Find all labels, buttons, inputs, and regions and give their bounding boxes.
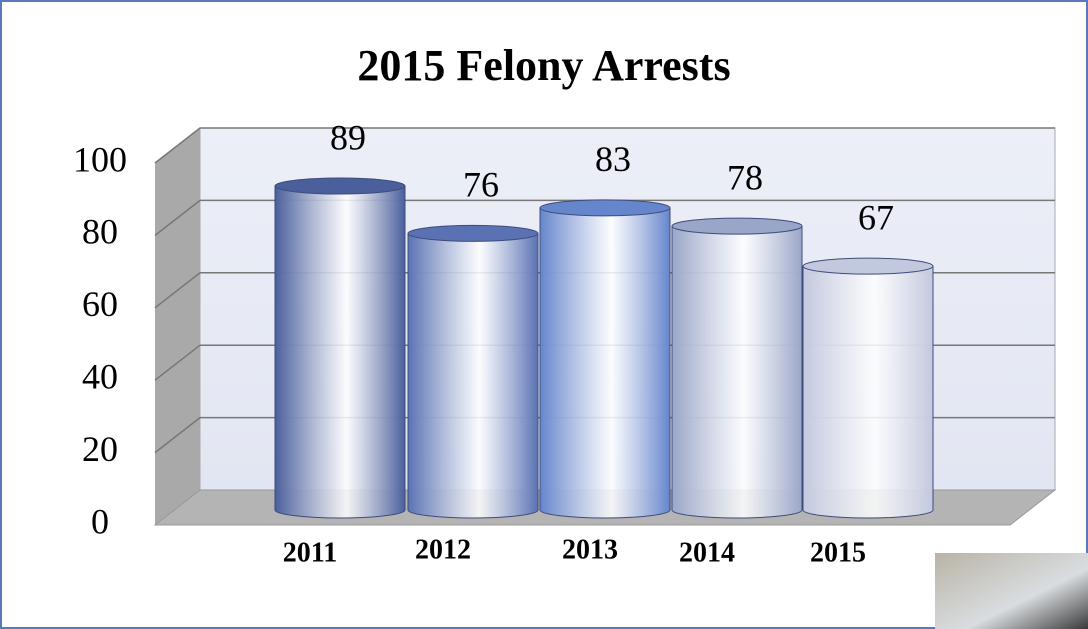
- value-label: 83: [595, 139, 631, 179]
- chart-title: 2015 Felony Arrests: [357, 41, 730, 90]
- bar-top: [274, 177, 406, 195]
- y-tick-label: 0: [91, 501, 109, 541]
- bar: [407, 232, 539, 519]
- y-tick-label: 100: [73, 139, 127, 179]
- y-tick-label: 20: [82, 429, 118, 469]
- bar: [274, 185, 406, 519]
- x-tick-label: 2013: [562, 534, 618, 565]
- bar: [802, 265, 934, 519]
- bar-top: [539, 199, 671, 217]
- value-label: 78: [727, 157, 763, 197]
- x-tick-label: 2014: [679, 537, 735, 568]
- grid-line: [154, 199, 1055, 236]
- x-tick-label: 2012: [415, 534, 471, 565]
- bar: [671, 225, 803, 519]
- value-label: 67: [858, 197, 894, 237]
- grid-line: [154, 127, 1055, 164]
- bar-top: [802, 257, 934, 275]
- y-tick-label: 40: [82, 356, 118, 396]
- x-tick-label: 2011: [283, 537, 337, 568]
- bar-top: [407, 224, 539, 242]
- y-tick-label: 60: [82, 284, 118, 324]
- side-wall: [155, 128, 200, 525]
- bar: [539, 207, 671, 519]
- value-label: 76: [463, 165, 499, 205]
- y-tick-label: 80: [82, 212, 118, 252]
- x-tick-label: 2015: [810, 537, 866, 568]
- value-label: 89: [330, 117, 366, 157]
- bar-top: [671, 217, 803, 235]
- video-thumbnail: [935, 553, 1088, 629]
